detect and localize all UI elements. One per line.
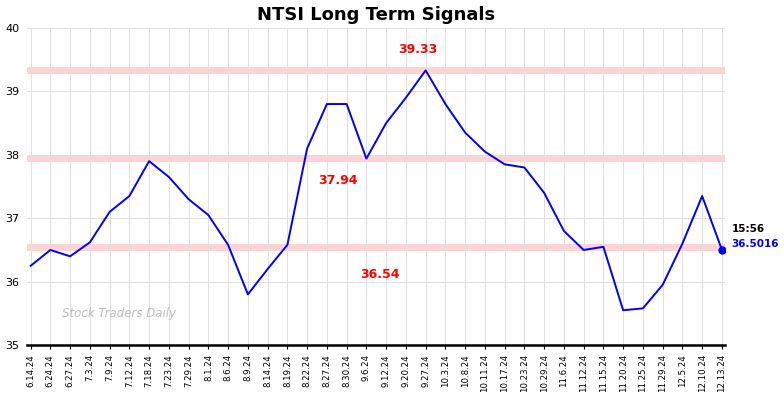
Text: 37.94: 37.94 [318,174,358,187]
Title: NTSI Long Term Signals: NTSI Long Term Signals [257,6,495,23]
Bar [27,244,725,251]
Text: 36.54: 36.54 [360,268,399,281]
Text: 39.33: 39.33 [398,43,437,57]
Bar [27,67,725,74]
Text: Stock Traders Daily: Stock Traders Daily [62,307,176,320]
Bar [27,155,725,162]
Text: 15:56: 15:56 [731,224,765,234]
Text: 36.5016: 36.5016 [731,239,779,249]
